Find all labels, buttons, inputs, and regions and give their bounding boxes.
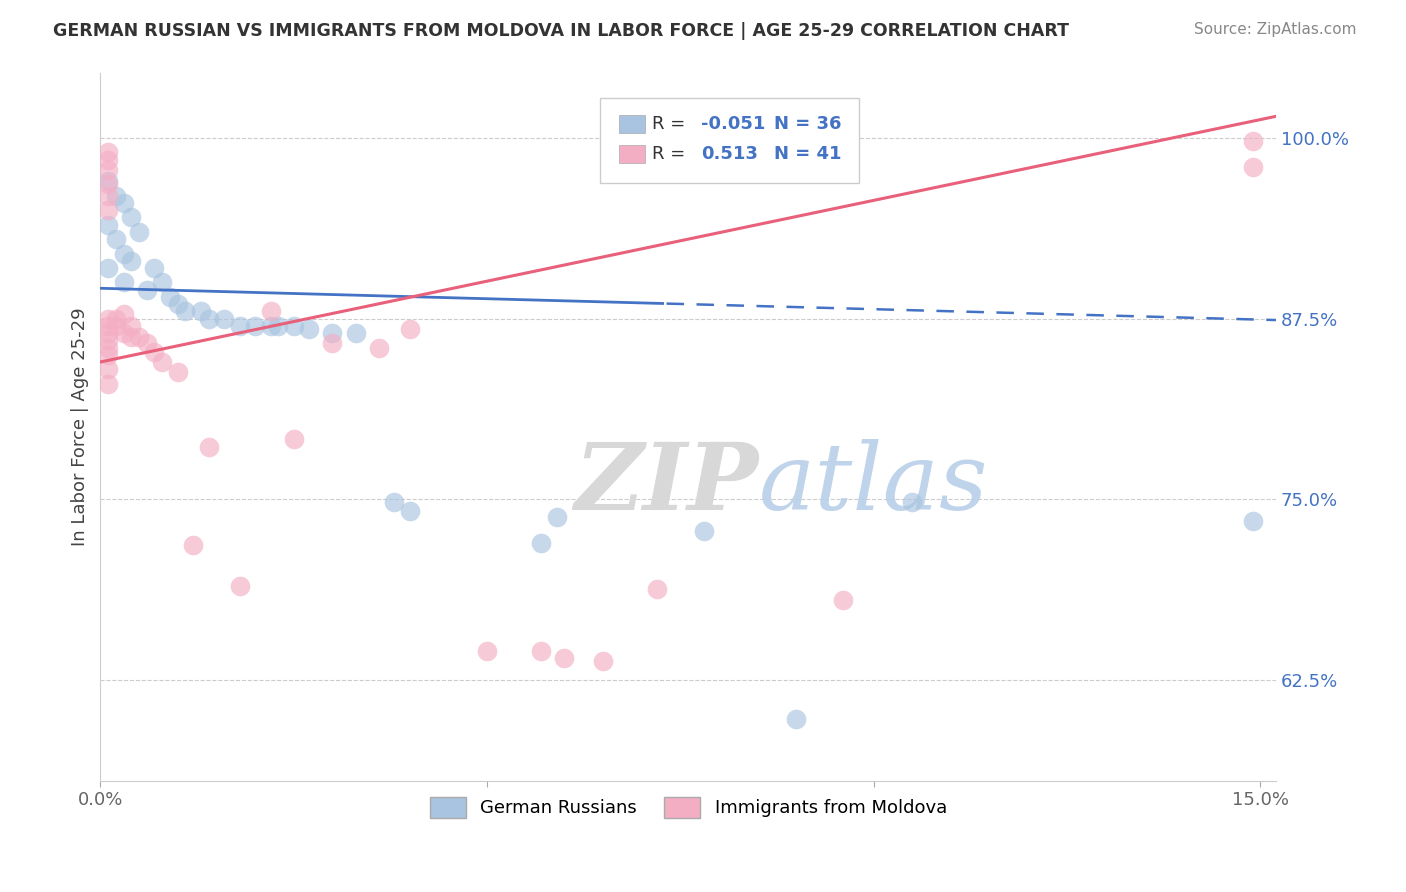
Point	[97, 341, 120, 355]
Point	[135, 336, 157, 351]
Text: 0.513: 0.513	[702, 145, 758, 162]
Point	[97, 189, 120, 203]
Point	[135, 283, 157, 297]
Point	[112, 246, 135, 260]
Point	[190, 304, 212, 318]
Point	[97, 153, 120, 167]
Text: GERMAN RUSSIAN VS IMMIGRANTS FROM MOLDOVA IN LABOR FORCE | AGE 25-29 CORRELATION: GERMAN RUSSIAN VS IMMIGRANTS FROM MOLDOV…	[53, 22, 1070, 40]
Point	[321, 326, 343, 340]
Point	[97, 318, 120, 333]
Point	[1241, 134, 1264, 148]
Point	[150, 355, 173, 369]
Point	[367, 341, 389, 355]
Y-axis label: In Labor Force | Age 25-29: In Labor Force | Age 25-29	[72, 308, 89, 546]
Point	[128, 225, 150, 239]
Text: N = 41: N = 41	[773, 145, 841, 162]
Point	[97, 218, 120, 232]
Point	[197, 440, 219, 454]
Point	[298, 322, 321, 336]
Text: R =: R =	[652, 115, 690, 133]
FancyBboxPatch shape	[600, 98, 859, 183]
Point	[197, 311, 219, 326]
Point	[283, 318, 305, 333]
Point	[112, 276, 135, 290]
Point	[104, 311, 127, 326]
Point	[97, 174, 120, 188]
Point	[112, 307, 135, 321]
Point	[592, 654, 614, 668]
Point	[228, 579, 250, 593]
Point	[785, 712, 807, 726]
Point	[97, 162, 120, 177]
FancyBboxPatch shape	[619, 115, 645, 133]
Point	[174, 304, 197, 318]
Text: R =: R =	[652, 145, 696, 162]
Point	[228, 318, 250, 333]
Point	[344, 326, 367, 340]
Text: -0.051: -0.051	[702, 115, 765, 133]
Point	[97, 145, 120, 160]
Point	[283, 432, 305, 446]
Point	[166, 365, 188, 379]
Point	[181, 539, 204, 553]
Point	[120, 253, 142, 268]
Point	[259, 304, 281, 318]
Point	[901, 495, 924, 509]
Point	[1241, 514, 1264, 528]
Point	[120, 318, 142, 333]
Point	[112, 196, 135, 211]
Point	[398, 322, 420, 336]
Point	[104, 318, 127, 333]
Point	[97, 362, 120, 376]
Point	[259, 318, 281, 333]
Point	[150, 276, 173, 290]
Point	[321, 336, 343, 351]
Point	[97, 333, 120, 347]
Point	[120, 330, 142, 344]
Point	[128, 330, 150, 344]
Point	[212, 311, 235, 326]
Point	[112, 326, 135, 340]
Point	[143, 260, 166, 275]
Point	[97, 178, 120, 192]
Point	[398, 504, 420, 518]
Point	[97, 311, 120, 326]
Point	[267, 318, 290, 333]
Point	[143, 344, 166, 359]
Point	[692, 524, 714, 538]
Point	[382, 495, 405, 509]
Point	[1241, 160, 1264, 174]
Point	[166, 297, 188, 311]
Point	[159, 290, 181, 304]
Point	[243, 318, 266, 333]
Point	[120, 211, 142, 225]
Text: Source: ZipAtlas.com: Source: ZipAtlas.com	[1194, 22, 1357, 37]
Point	[104, 232, 127, 246]
Text: ZIP: ZIP	[575, 439, 759, 529]
Text: atlas: atlas	[759, 439, 988, 529]
Text: N = 36: N = 36	[773, 115, 841, 133]
Point	[97, 348, 120, 362]
Point	[530, 644, 553, 658]
Point	[553, 651, 575, 665]
Point	[475, 644, 498, 658]
Point	[645, 582, 668, 596]
Point	[97, 376, 120, 391]
Point	[97, 326, 120, 340]
FancyBboxPatch shape	[619, 145, 645, 163]
Legend: German Russians, Immigrants from Moldova: German Russians, Immigrants from Moldova	[422, 789, 955, 825]
Point	[831, 593, 853, 607]
Point	[546, 509, 568, 524]
Point	[97, 260, 120, 275]
Point	[97, 203, 120, 218]
Point	[104, 189, 127, 203]
Point	[530, 535, 553, 549]
